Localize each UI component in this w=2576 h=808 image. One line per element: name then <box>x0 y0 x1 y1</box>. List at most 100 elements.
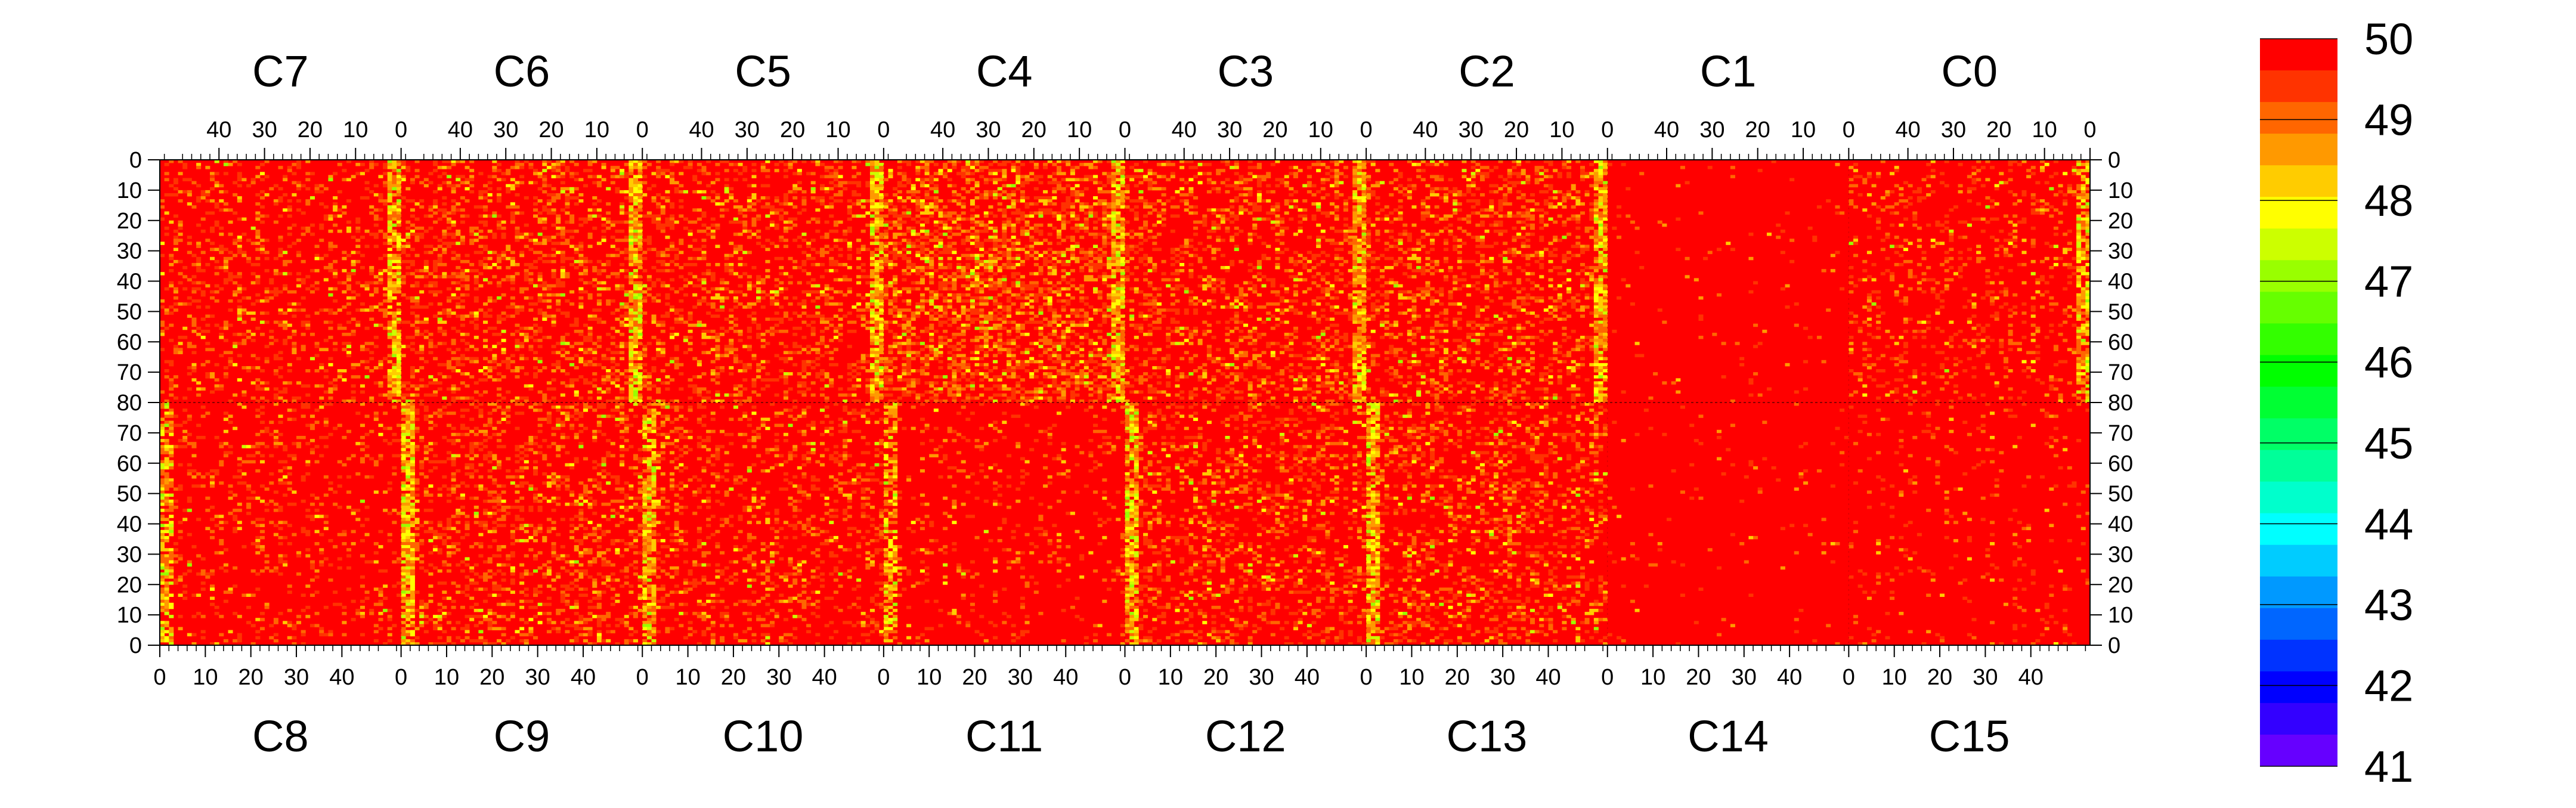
heatmap-cell <box>456 175 461 178</box>
heatmap-cell <box>788 163 793 166</box>
heatmap-cell <box>392 214 397 218</box>
heatmap-cell <box>556 363 561 367</box>
heatmap-cell <box>196 393 202 397</box>
heatmap-cell <box>560 172 565 175</box>
heatmap-cell <box>679 287 684 291</box>
heatmap-cell <box>747 202 752 206</box>
heatmap-cell <box>510 178 515 182</box>
heatmap-cell <box>670 336 675 339</box>
heatmap-cell <box>392 236 397 239</box>
heatmap-cell <box>456 160 461 163</box>
heatmap-cell <box>546 336 552 339</box>
heatmap-cell <box>961 332 966 336</box>
heatmap-cell <box>596 272 602 275</box>
heatmap-cell <box>724 329 729 333</box>
heatmap-cell <box>810 393 816 397</box>
heatmap-cell <box>911 332 916 336</box>
heatmap-cell <box>628 233 634 236</box>
heatmap-cell <box>670 326 675 330</box>
heatmap-cell <box>1002 326 1007 330</box>
heatmap-cell <box>587 214 593 218</box>
heatmap-cell <box>387 269 392 273</box>
heatmap-cell <box>970 302 975 306</box>
heatmap-cell <box>506 187 511 191</box>
heatmap-cell <box>679 299 684 303</box>
heatmap-cell <box>537 278 543 281</box>
heatmap-cell <box>988 284 993 288</box>
heatmap-cell <box>506 314 511 318</box>
heatmap-cell <box>596 259 602 264</box>
heatmap-cell <box>242 178 247 182</box>
heatmap-cell <box>537 390 543 394</box>
heatmap-cell <box>729 339 734 342</box>
heatmap-cell <box>1011 169 1016 172</box>
heatmap-cell <box>556 169 561 172</box>
heatmap-cell <box>815 375 821 379</box>
heatmap-cell <box>583 269 589 273</box>
heatmap-cell <box>633 369 639 373</box>
heatmap-cell <box>264 250 270 255</box>
heatmap-cell <box>633 366 639 370</box>
heatmap-cell <box>496 284 501 288</box>
heatmap-cell <box>401 239 406 242</box>
heatmap-cell <box>897 196 902 200</box>
heatmap-cell <box>829 323 834 327</box>
heatmap-cell <box>546 253 552 258</box>
heatmap-cell <box>328 308 333 312</box>
heatmap-cell <box>392 363 397 367</box>
heatmap-cell <box>938 256 943 261</box>
heatmap-cell <box>879 217 884 221</box>
heatmap-cell <box>783 175 788 178</box>
heatmap-cell <box>633 284 639 288</box>
heatmap-cell <box>1011 284 1016 288</box>
heatmap-cell <box>874 247 880 252</box>
heatmap-cell <box>792 172 798 175</box>
heatmap-cell <box>824 233 829 236</box>
heatmap-cell <box>401 278 406 281</box>
heatmap-cell <box>469 269 475 273</box>
heatmap-cell <box>911 269 916 273</box>
heatmap-cell <box>483 372 488 376</box>
heatmap-cell <box>259 163 265 166</box>
heatmap-cell <box>200 293 206 297</box>
heatmap-cell <box>533 196 538 200</box>
heatmap-cell <box>515 184 520 188</box>
heatmap-cell <box>961 360 966 364</box>
heatmap-cell <box>692 220 698 224</box>
heatmap-cell <box>919 299 925 303</box>
heatmap-cell <box>856 247 862 252</box>
heatmap-cell <box>428 302 434 306</box>
heatmap-cell <box>983 278 989 281</box>
heatmap-cell <box>692 305 698 309</box>
heatmap-cell <box>628 214 634 218</box>
heatmap-cell <box>902 393 907 397</box>
heatmap-cell <box>360 196 365 200</box>
heatmap-cell <box>633 196 639 200</box>
heatmap-cell <box>364 187 370 191</box>
heatmap-cell <box>309 223 315 227</box>
heatmap-cell <box>988 281 993 284</box>
heatmap-cell <box>956 226 962 230</box>
heatmap-cell <box>510 220 515 224</box>
heatmap-cell <box>396 223 402 227</box>
heatmap-cell <box>628 381 634 385</box>
heatmap-cell <box>979 196 984 200</box>
heatmap-cell <box>433 163 438 166</box>
heatmap-cell <box>893 256 898 261</box>
heatmap-cell <box>938 314 943 318</box>
heatmap-cell <box>1002 178 1007 182</box>
heatmap-cell <box>333 244 338 248</box>
heatmap-cell <box>729 193 734 197</box>
heatmap-cell <box>938 305 943 309</box>
heatmap-cell <box>196 166 202 169</box>
heatmap-cell <box>670 223 675 227</box>
heatmap-cell <box>460 208 465 212</box>
heatmap-cell <box>305 187 311 191</box>
heatmap-cell <box>902 253 907 258</box>
heatmap-cell <box>733 217 738 221</box>
heatmap-cell <box>924 166 930 169</box>
heatmap-cell <box>610 175 615 178</box>
heatmap-cell <box>997 281 1002 284</box>
heatmap-cell <box>856 214 862 218</box>
heatmap-cell <box>869 393 875 397</box>
